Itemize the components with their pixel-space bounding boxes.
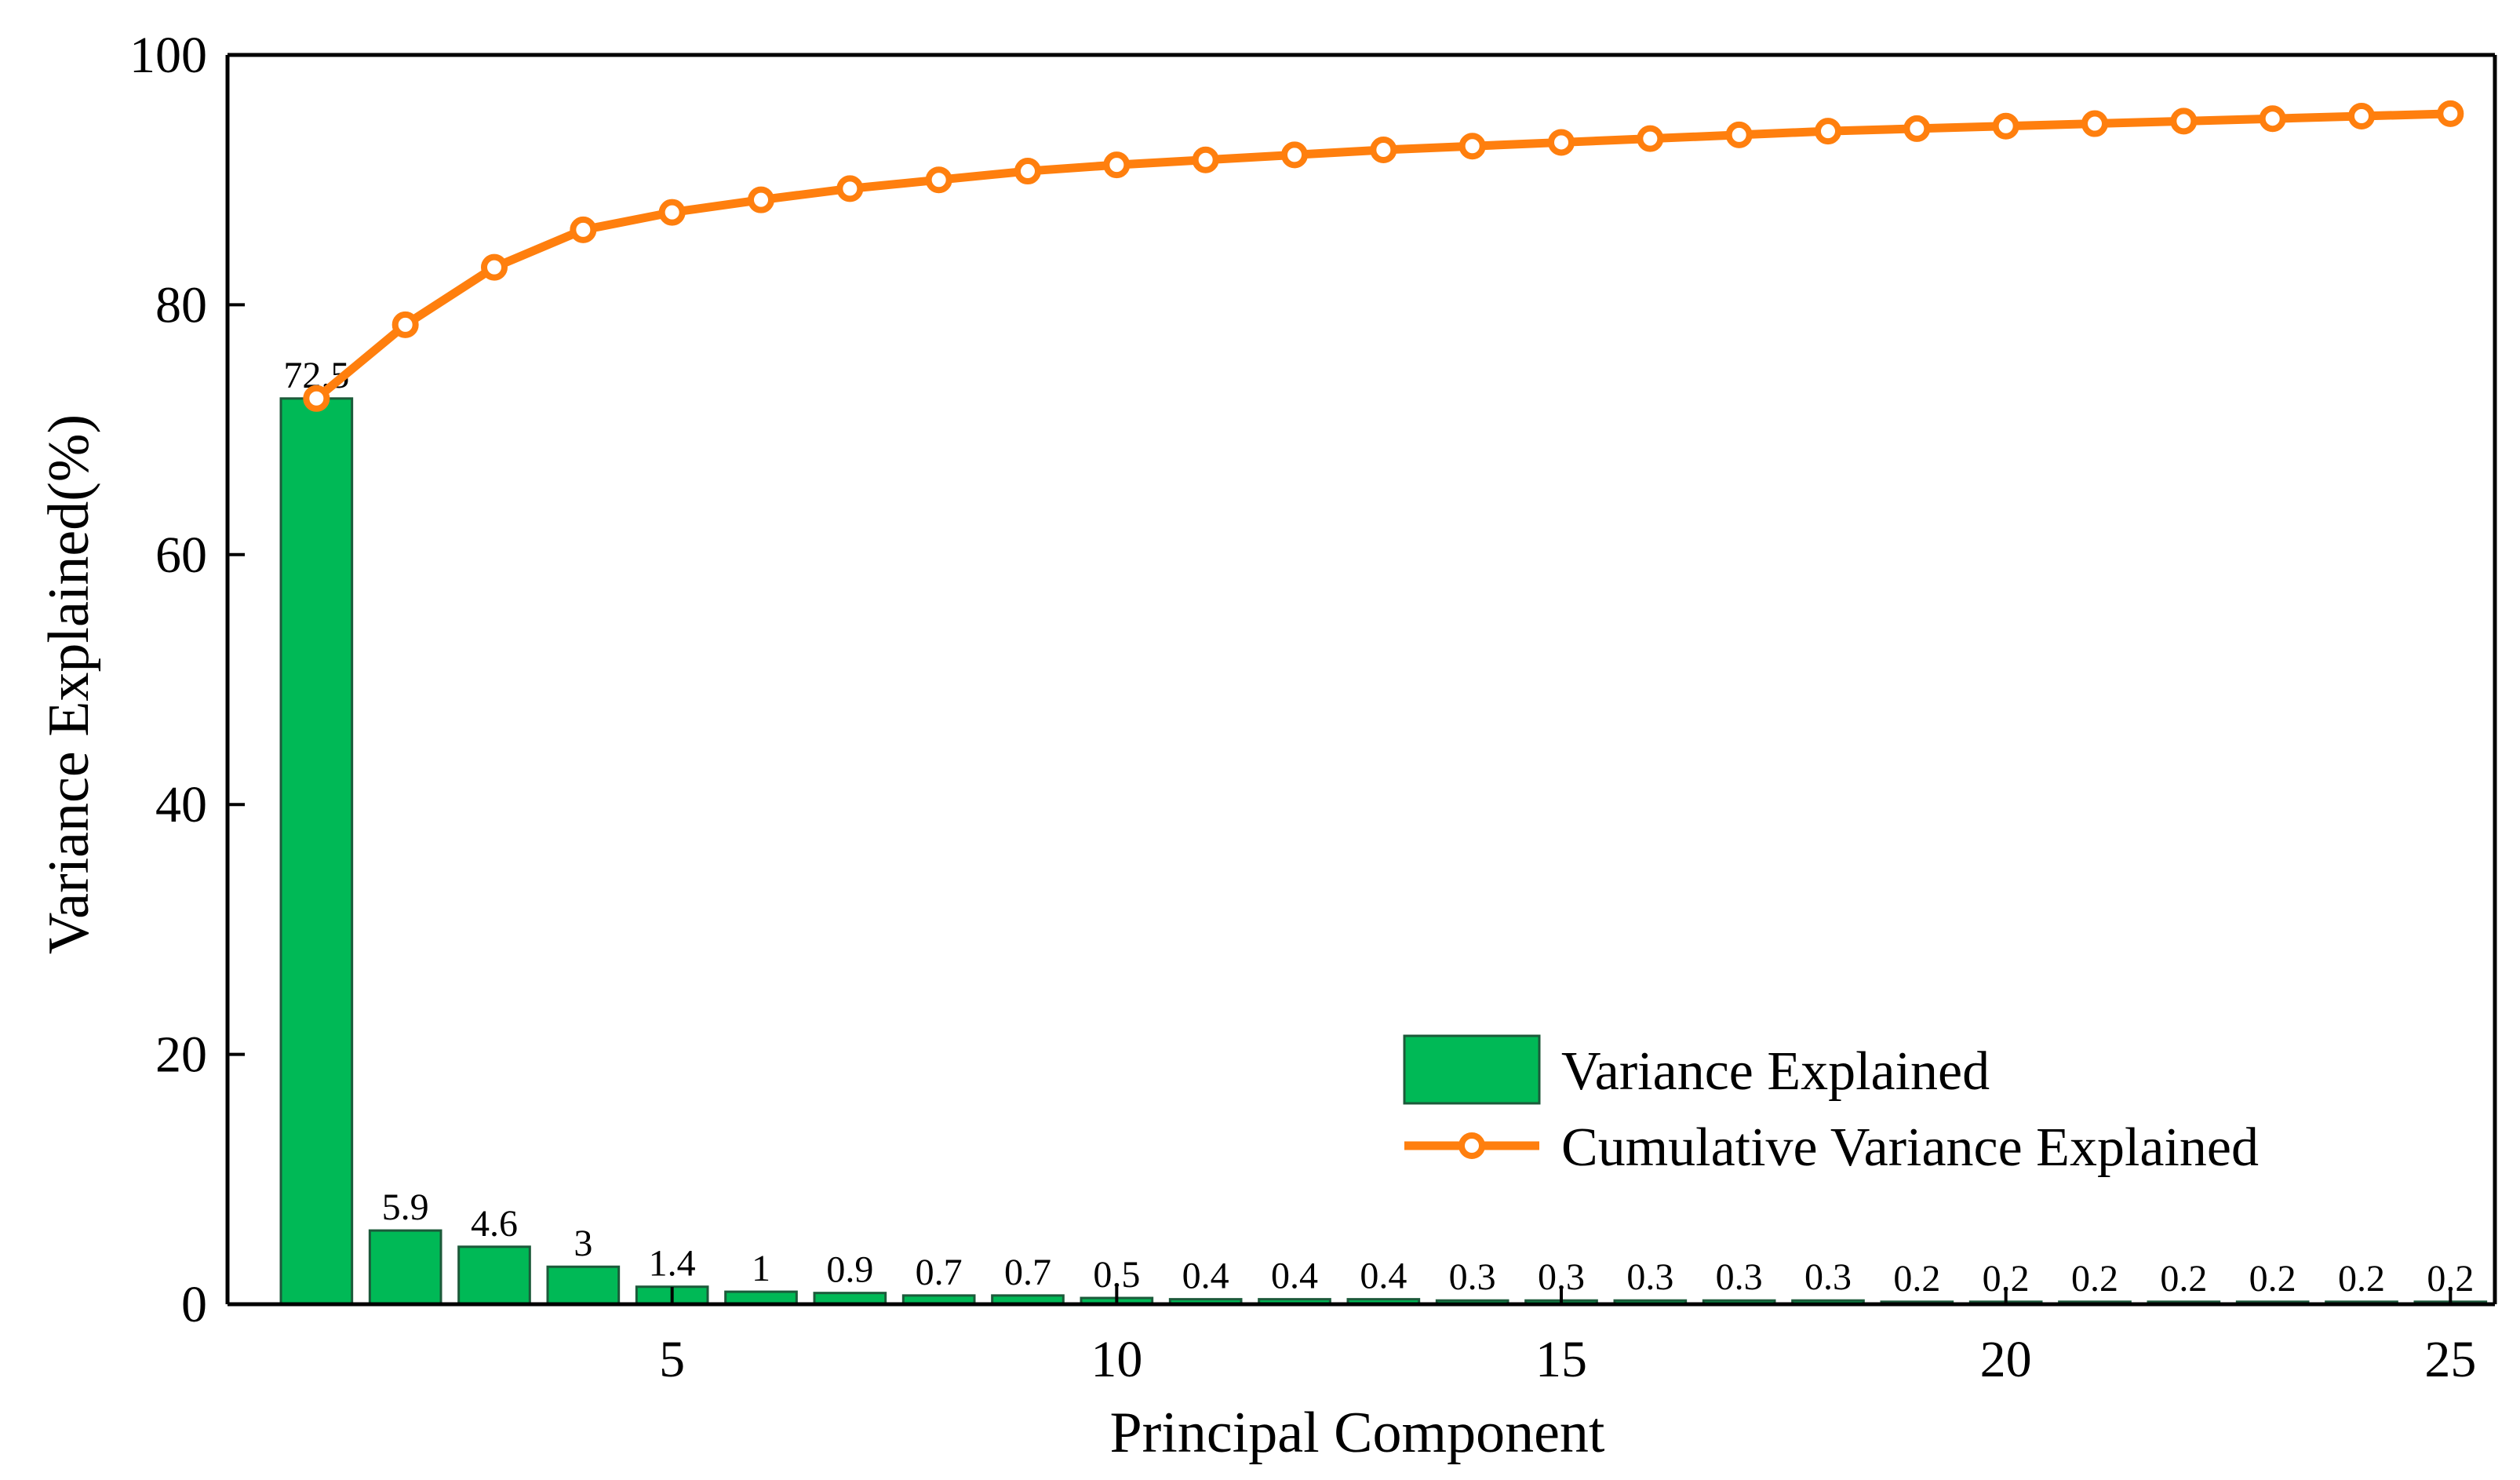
bar-pc-4: [546, 1265, 621, 1306]
bar-pc-2: [368, 1229, 442, 1306]
cumulative-point-pc-11: [1192, 146, 1219, 173]
cumulative-point-pc-23: [2259, 105, 2286, 133]
y-tick-label-60: 60: [155, 527, 207, 584]
cumulative-point-pc-16: [1637, 125, 1664, 152]
y-axis-title: Variance Explained(%): [37, 414, 101, 954]
bar-label-pc-23: 0.2: [2249, 1258, 2296, 1300]
bar-label-pc-14: 0.3: [1449, 1256, 1496, 1298]
bar-label-pc-5: 1.4: [649, 1243, 696, 1285]
bar-label-pc-21: 0.2: [2071, 1258, 2118, 1300]
cumulative-point-pc-13: [1370, 136, 1397, 163]
bar-label-pc-12: 0.4: [1271, 1256, 1318, 1297]
cumulative-point-pc-15: [1548, 129, 1575, 156]
cumulative-point-pc-12: [1281, 141, 1308, 169]
cumulative-point-pc-10: [1103, 151, 1131, 179]
cumulative-point-pc-17: [1725, 121, 1753, 148]
cumulative-point-pc-14: [1458, 133, 1486, 160]
cumulative-line-layer: [303, 100, 2464, 412]
bar-label-pc-6: 1: [752, 1248, 770, 1289]
bar-labels-layer: 72.55.9 4.6 3 1.4 1 0.9 0.7 0.7 0.5 0.4 0.4 0.4 0.3 0…: [283, 355, 2474, 1300]
x-tick-label-20: 20: [1980, 1331, 2032, 1388]
legend-label-cumulative: Cumulative Variance Explained: [1561, 1117, 2259, 1178]
bar-label-pc-8: 0.7: [916, 1252, 963, 1293]
cumulative-point-pc-9: [1014, 158, 1041, 185]
ticks-layer: 0 20 40 60 80 100 5 10 15 20 25: [129, 27, 2476, 1388]
bar-label-pc-22: 0.2: [2160, 1258, 2207, 1300]
bar-label-pc-17: 0.3: [1716, 1256, 1763, 1298]
cumulative-point-pc-3: [481, 253, 508, 281]
cumulative-point-pc-8: [925, 166, 952, 194]
bar-label-pc-4: 3: [574, 1223, 592, 1264]
x-tick-label-25: 25: [2424, 1331, 2476, 1388]
bar-label-pc-13: 0.4: [1360, 1256, 1407, 1297]
bar-label-pc-18: 0.3: [1804, 1256, 1852, 1298]
bar-label-pc-2: 5.9: [382, 1187, 429, 1228]
y-tick-label-20: 20: [155, 1026, 207, 1084]
y-tick-label-0: 0: [181, 1276, 207, 1333]
x-tick-label-5: 5: [659, 1331, 685, 1388]
cumulative-point-pc-25: [2437, 100, 2464, 127]
cumulative-point-pc-1: [303, 385, 330, 412]
bar-label-pc-9: 0.7: [1004, 1252, 1051, 1293]
cumulative-point-pc-6: [748, 186, 774, 213]
x-tick-label-15: 15: [1535, 1331, 1587, 1388]
cumulative-point-pc-18: [1815, 118, 1841, 145]
cumulative-point-pc-22: [2170, 108, 2198, 135]
y-tick-label-40: 40: [155, 776, 207, 833]
bar-label-pc-3: 4.6: [471, 1203, 518, 1245]
cumulative-point-pc-4: [570, 216, 597, 243]
bar-label-pc-19: 0.2: [1893, 1258, 1940, 1300]
axes-layer: [225, 53, 2497, 1307]
cumulative-point-pc-5: [658, 199, 686, 226]
cumulative-point-pc-2: [391, 311, 419, 338]
cumulative-point-pc-19: [1903, 115, 1931, 142]
bar-pc-1: [279, 397, 354, 1306]
legend-marker-cumulative: [1458, 1132, 1485, 1159]
x-tick-label-10: 10: [1091, 1331, 1142, 1388]
bar-label-pc-7: 0.9: [826, 1249, 873, 1291]
bar-label-pc-16: 0.3: [1626, 1256, 1673, 1298]
cumulative-point-pc-21: [2081, 110, 2108, 137]
cumulative-point-pc-24: [2348, 103, 2375, 130]
legend-label-variance: Variance Explained: [1561, 1041, 1990, 1102]
y-tick-label-80: 80: [155, 276, 207, 334]
y-tick-label-100: 100: [129, 27, 207, 84]
bar-pc-3: [457, 1245, 531, 1306]
bars-layer: [279, 397, 2488, 1306]
cumulative-point-pc-7: [836, 175, 864, 202]
bar-label-pc-11: 0.4: [1182, 1256, 1229, 1297]
x-axis-title: Principal Component: [1110, 1401, 1605, 1465]
legend-swatch-variance: [1403, 1034, 1541, 1105]
bar-label-pc-24: 0.2: [2338, 1258, 2385, 1300]
cumulative-point-pc-20: [1992, 112, 2019, 140]
legend: Variance Explained Cumulative Variance E…: [1403, 1034, 2259, 1178]
